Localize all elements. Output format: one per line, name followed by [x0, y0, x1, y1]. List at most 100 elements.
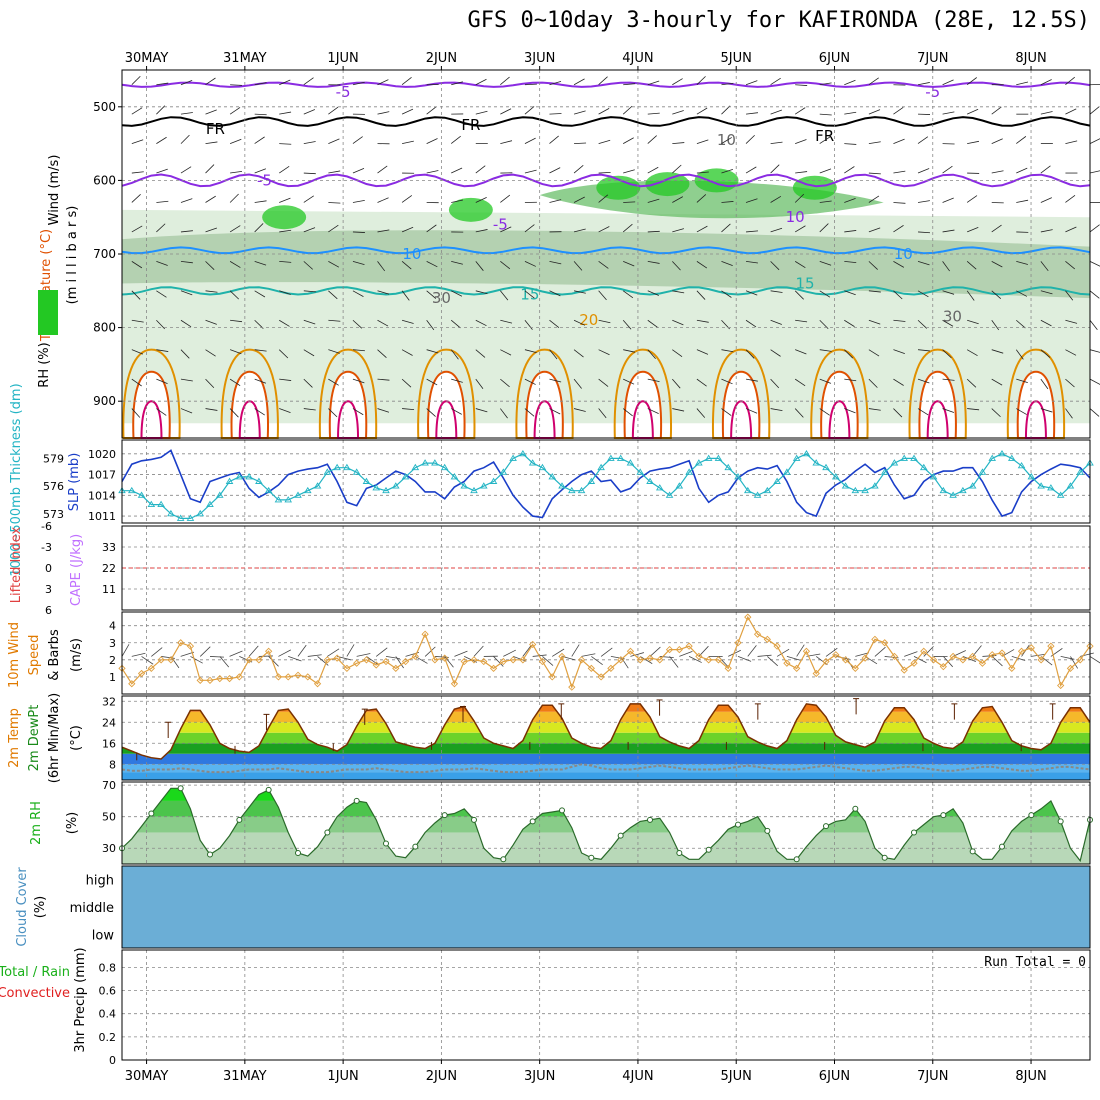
thickness-marker	[548, 473, 557, 480]
wind-barb	[745, 198, 758, 203]
surface-wind-barb	[552, 648, 565, 657]
wind-speed-marker	[167, 656, 175, 664]
wind-barb	[598, 172, 611, 174]
wind-barb	[500, 194, 511, 203]
dewpoint-line	[121, 763, 1091, 774]
surface-wind-barb	[786, 656, 801, 661]
wind-barb	[450, 349, 459, 360]
thickness-marker	[978, 468, 987, 475]
date-label-top: 1JUN	[327, 51, 358, 66]
wind-barb	[352, 231, 365, 233]
temp-tick-label: 16	[102, 737, 116, 750]
wind-barb	[819, 168, 832, 174]
thickness-marker	[215, 491, 224, 498]
rh-marker	[969, 848, 976, 855]
wind-barb	[377, 408, 390, 413]
thickness-marker	[724, 463, 733, 471]
wind-barb	[328, 106, 339, 115]
rh-marker	[324, 829, 331, 836]
wind-barb	[770, 195, 782, 203]
wind-speed-marker	[685, 642, 693, 650]
surface-wind-barb	[454, 650, 468, 657]
wind-barb	[573, 78, 585, 86]
wind-barb	[131, 319, 144, 323]
wind-barb	[377, 261, 386, 272]
date-label-top: 30MAY	[125, 51, 169, 66]
wind-barb	[1089, 349, 1100, 353]
surface-wind-barb	[904, 651, 918, 657]
rh-marker	[177, 785, 184, 792]
rh-marker	[148, 810, 155, 817]
rh-marker	[735, 821, 741, 828]
wind-barb	[573, 378, 582, 389]
wind-speed-marker	[724, 664, 732, 673]
wind-speed-marker	[705, 656, 713, 664]
wind-barb	[1040, 79, 1052, 86]
wind-speed-marker	[714, 656, 723, 664]
wind-barb	[795, 139, 807, 144]
wind-barb	[500, 319, 513, 324]
rh-marker	[940, 812, 947, 819]
thickness-marker	[822, 463, 830, 471]
wind-speed-marker	[597, 673, 605, 681]
wind-barb	[278, 349, 289, 359]
rh-marker	[881, 854, 888, 861]
wind-barb	[573, 196, 585, 203]
wind-tick-label: 2	[109, 654, 116, 667]
wind-barb	[426, 349, 439, 354]
wind-speed-marker	[577, 656, 586, 664]
thickness-marker	[626, 459, 635, 466]
wind-barb	[229, 261, 241, 268]
wind-barb	[303, 408, 316, 411]
wind-barb	[795, 84, 808, 86]
wind-barb	[303, 195, 314, 203]
wind-barb	[328, 170, 341, 174]
wind-speed-marker	[949, 652, 957, 661]
wind-barb	[672, 78, 683, 86]
wind-barb	[1016, 167, 1028, 174]
wind-barb	[352, 319, 363, 329]
li-ylabel: Lifted Index	[9, 526, 24, 603]
surface-wind-barb	[542, 656, 554, 666]
wind-barb	[966, 77, 977, 86]
wind-barb	[328, 202, 341, 204]
wind-barb	[475, 229, 488, 233]
wind-barb	[647, 166, 659, 174]
wind-barb	[475, 261, 484, 271]
wind-barb	[1040, 229, 1053, 233]
wind-barb	[672, 349, 683, 358]
wind-speed-marker	[617, 656, 625, 664]
wind-barb	[205, 290, 218, 293]
rh-green-patch	[792, 175, 837, 200]
thickness-marker	[1007, 454, 1016, 461]
wind-speed-marker	[431, 656, 439, 664]
wind-barb	[352, 260, 365, 266]
wind-barb	[524, 349, 537, 353]
surface-wind-barb	[1031, 653, 1046, 657]
wind-barb	[696, 378, 707, 387]
wind-barb	[942, 79, 954, 86]
date-label-bottom: 6JUN	[819, 1069, 850, 1084]
thickness-marker	[333, 463, 341, 471]
wind-barb	[623, 349, 636, 353]
thickness-marker	[147, 500, 156, 508]
wind-barb	[868, 77, 879, 86]
wind-speed-marker	[333, 654, 341, 662]
thickness-marker	[519, 449, 527, 457]
precip-tick-label: 0.6	[99, 985, 117, 998]
thickness-marker	[646, 477, 654, 484]
surface-wind-barb	[209, 656, 225, 658]
wind-barb	[451, 260, 463, 265]
thickness-marker	[440, 463, 449, 471]
wind-barb	[794, 261, 806, 269]
thickness-marker	[1056, 491, 1065, 498]
wind-barb	[549, 113, 562, 115]
wind-barb	[205, 109, 217, 115]
precip-ylabel-convective: Convective	[0, 986, 70, 1001]
surface-wind-barb	[317, 656, 329, 666]
wind-barb	[1089, 170, 1100, 174]
contour-label: FR	[206, 120, 225, 138]
wind-speed-marker	[929, 656, 938, 664]
thickness-marker	[538, 463, 547, 471]
wind-barb	[622, 319, 632, 330]
